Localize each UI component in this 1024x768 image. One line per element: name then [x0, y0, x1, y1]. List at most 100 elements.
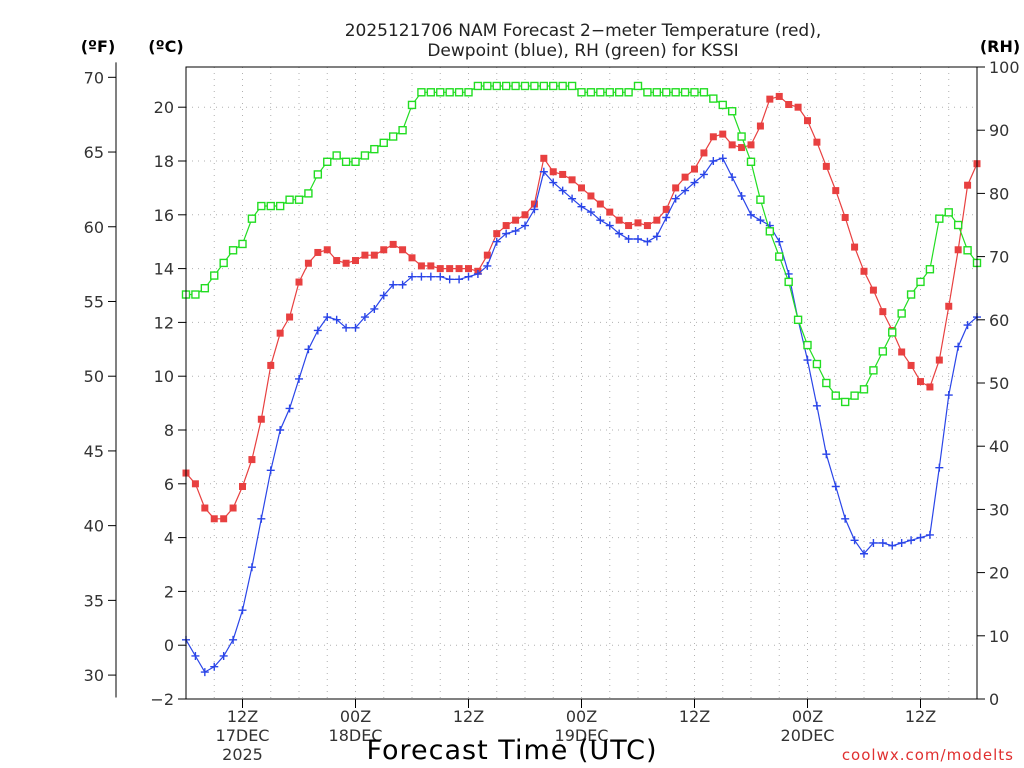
credit-text: coolwx.com/modelts — [842, 746, 1014, 764]
dewpoint-marker — [662, 213, 671, 222]
rh-marker — [614, 88, 624, 97]
rh-marker — [520, 81, 530, 91]
rh-marker — [925, 265, 935, 274]
temperature-marker — [917, 378, 924, 386]
celsius-tick-label: 2 — [164, 582, 174, 601]
temperature-marker — [465, 265, 472, 273]
dewpoint-marker — [521, 221, 529, 230]
temperature-marker — [860, 267, 868, 275]
dewpoint-marker — [699, 170, 708, 179]
dewpoint-marker — [191, 651, 200, 660]
rh-marker — [558, 81, 567, 91]
dewpoint-marker — [464, 272, 473, 281]
temperature-marker — [248, 456, 256, 464]
temperature-marker — [436, 265, 444, 273]
dewpoint-marker — [737, 191, 746, 200]
rh-tick-label: 70 — [989, 248, 1009, 267]
temperature-marker — [352, 257, 359, 265]
temperature-marker — [512, 216, 520, 224]
dewpoint-marker — [935, 463, 944, 472]
data-series — [181, 81, 982, 677]
rh-marker — [765, 227, 775, 236]
rh-marker — [775, 252, 784, 261]
fahrenheit-tick-label: 30 — [84, 666, 104, 685]
temperature-marker — [804, 117, 811, 125]
temperature-marker — [559, 170, 567, 178]
rh-marker — [473, 81, 483, 91]
dewpoint-marker — [445, 275, 454, 284]
temperature-marker — [615, 216, 623, 224]
temperature-marker — [879, 308, 887, 316]
dewpoint-marker — [643, 237, 652, 246]
rh-marker — [257, 201, 266, 211]
rh-marker — [567, 81, 577, 91]
dewpoint-marker — [549, 178, 558, 187]
temperature-marker — [220, 515, 228, 523]
rh-marker — [294, 195, 304, 204]
rh-tick-label: 80 — [989, 184, 1009, 203]
dewpoint-marker — [436, 272, 445, 281]
dewpoint-marker — [558, 186, 567, 195]
dewpoint-marker — [822, 450, 831, 459]
unit-label-celsius: (ºC) — [148, 37, 183, 56]
temperature-marker — [700, 149, 708, 157]
rh-marker — [850, 391, 859, 400]
temperature-marker — [286, 313, 294, 321]
temperature-marker — [926, 383, 934, 391]
x-tick-label: 12Z — [905, 707, 936, 726]
rh-marker — [219, 258, 228, 268]
temperature-marker — [276, 329, 284, 337]
dewpoint-marker — [925, 530, 934, 539]
unit-label-fahrenheit: (ºF) — [81, 37, 116, 56]
rh-marker — [878, 347, 888, 356]
dewpoint-marker — [954, 342, 963, 351]
fahrenheit-tick-label: 40 — [84, 517, 104, 536]
celsius-tick-label: 16 — [154, 206, 174, 225]
temperature-marker — [606, 208, 614, 216]
temperature-marker — [625, 222, 633, 230]
celsius-tick-label: 10 — [154, 367, 174, 386]
temperature-marker — [380, 246, 388, 254]
temperature-marker — [832, 187, 840, 195]
dewpoint-marker — [568, 194, 577, 203]
dewpoint-marker — [690, 178, 699, 187]
rh-marker — [586, 88, 596, 97]
rh-marker — [304, 189, 313, 198]
temperature-marker — [775, 92, 783, 100]
rh-tick-label: 30 — [989, 500, 1009, 519]
rh-marker — [859, 385, 869, 394]
rh-marker — [699, 88, 709, 97]
rh-marker — [417, 88, 426, 97]
dewpoint-marker — [455, 275, 464, 284]
rh-marker — [388, 132, 398, 141]
temperature-marker — [738, 144, 746, 152]
dewpoint-marker — [605, 221, 614, 230]
temperature-marker — [964, 181, 972, 189]
fahrenheit-tick-label: 70 — [84, 68, 104, 87]
x-tick-date-label: 17DEC — [216, 726, 270, 745]
dewpoint-marker — [747, 210, 755, 219]
rh-tick-label: 20 — [989, 564, 1009, 583]
temperature-marker — [709, 133, 717, 141]
rh-marker — [370, 144, 379, 154]
dewpoint-marker — [963, 321, 972, 330]
rh-tick-label: 90 — [989, 121, 1009, 140]
dewpoint-marker — [897, 538, 906, 547]
dewpoint-marker — [351, 323, 360, 332]
temperature-marker — [596, 200, 604, 208]
celsius-tick-label: 12 — [154, 313, 174, 332]
rh-marker — [483, 81, 492, 91]
temperature-marker — [822, 162, 830, 170]
dewpoint-marker — [718, 154, 727, 163]
dewpoint-marker — [295, 374, 303, 383]
dewpoint-marker — [304, 345, 313, 354]
x-tick-label: 12Z — [453, 707, 484, 726]
chart-title-line2: Dewpoint (blue), RH (green) for KSSI — [427, 41, 738, 61]
celsius-tick-label: 0 — [164, 636, 174, 655]
rh-tick-label: 60 — [989, 311, 1009, 330]
rh-marker — [624, 88, 633, 97]
dewpoint-marker — [247, 563, 256, 572]
temperature-marker — [719, 130, 727, 138]
rh-marker — [793, 315, 803, 324]
dewpoint-marker — [511, 226, 520, 235]
